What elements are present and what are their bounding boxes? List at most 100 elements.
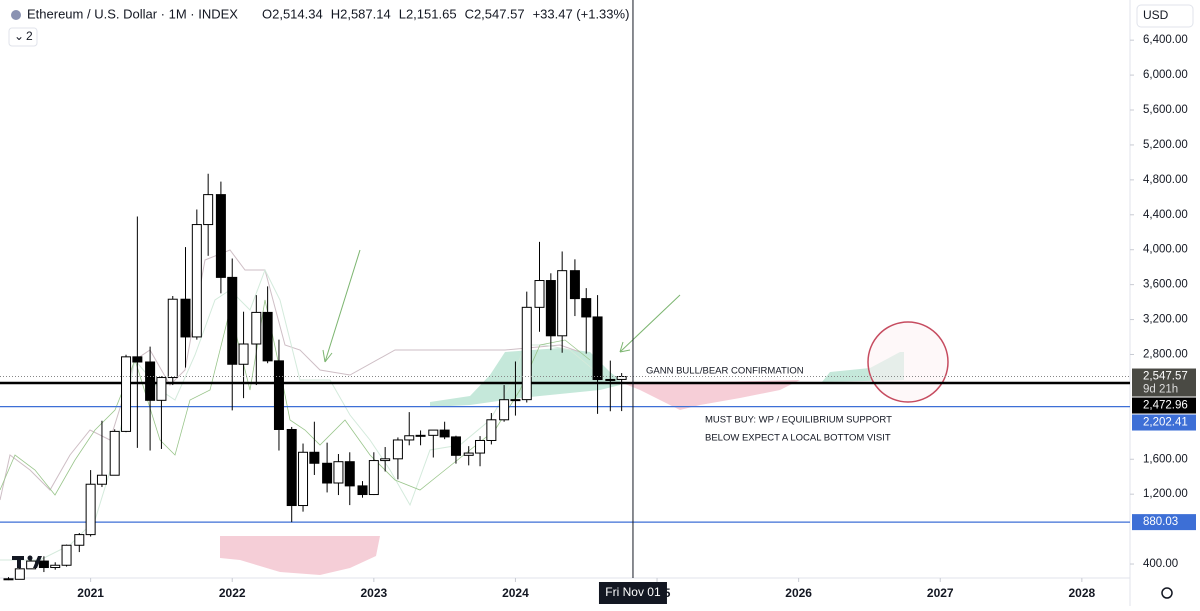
candle-body — [203, 194, 214, 226]
candle-body — [605, 378, 616, 381]
y-tick-label: 4,800.00 — [1143, 174, 1188, 186]
indicator-decoration — [0, 249, 949, 575]
candle-body — [38, 560, 49, 569]
candle-body — [581, 298, 592, 318]
candle-body — [333, 461, 344, 484]
y-tick-label: 2,800.00 — [1143, 349, 1188, 361]
countdown-label: 9d 21h — [1143, 384, 1178, 396]
y-tick-label: 3,600.00 — [1143, 279, 1188, 291]
y-tick-label: 1,600.00 — [1143, 453, 1188, 465]
arrow-head — [322, 349, 333, 363]
symbol-icon — [11, 10, 21, 20]
x-tick-label: 2024 — [502, 586, 529, 600]
y-tick-label: 6,000.00 — [1143, 69, 1188, 81]
x-tick-label: 2027 — [927, 586, 954, 600]
x-tick-label: 2023 — [360, 586, 387, 600]
candle-body — [439, 429, 450, 438]
cloud-bear — [625, 380, 800, 410]
last-price-label: 2,547.57 — [1143, 371, 1188, 383]
candle-body — [238, 343, 249, 365]
candle-body — [545, 280, 556, 337]
ohlc-value: +33.47 (+1.33%) — [533, 6, 630, 21]
candle-body — [450, 436, 461, 456]
candle-body — [121, 356, 132, 432]
candle-body — [14, 568, 25, 580]
candle-body — [344, 461, 355, 487]
candle-body — [415, 434, 426, 437]
ohlc-value: C2,547.57 — [465, 6, 525, 21]
candle-body — [156, 377, 167, 401]
arrow — [619, 294, 681, 353]
chevron: ⌄ — [14, 29, 24, 43]
annotation: GANN BULL/BEAR CONFIRMATION — [646, 366, 804, 377]
candle-body — [534, 280, 545, 308]
price-label: 880.03 — [1143, 516, 1178, 528]
candle-body — [96, 474, 107, 485]
candle-body — [74, 534, 85, 546]
indicator-count: 2 — [26, 29, 33, 43]
candle-body — [510, 399, 521, 402]
x-tick-label: 2022 — [219, 586, 246, 600]
candle-body — [85, 483, 96, 536]
ohlc-value: L2,151.65 — [399, 6, 457, 21]
candle-body — [521, 306, 532, 401]
candle-body — [368, 460, 379, 496]
candle-body — [3, 578, 14, 581]
candle-body — [309, 451, 320, 464]
candle-body — [167, 298, 178, 379]
indicator-toggle[interactable] — [8, 27, 38, 47]
candle-body — [286, 428, 297, 507]
candle-body — [109, 430, 120, 476]
currency-label: USD — [1143, 8, 1169, 22]
candle-body — [132, 356, 143, 363]
ohlc-value: H2,587.14 — [331, 6, 391, 21]
candle-body — [262, 311, 273, 362]
annotation: BELOW EXPECT A LOCAL BOTTOM VISIT — [705, 433, 891, 444]
candle-body — [557, 270, 568, 337]
symbol-title: Ethereum / U.S. Dollar · 1M · INDEX — [27, 6, 238, 21]
x-tick-label: 2021 — [77, 586, 104, 600]
y-tick-label: 3,200.00 — [1143, 314, 1188, 326]
candle-body — [273, 360, 284, 430]
price-label-box — [1132, 514, 1196, 531]
candle-body — [428, 429, 439, 436]
candle-body — [50, 564, 61, 569]
candle-body — [180, 298, 191, 338]
price-label: 2,472.96 — [1143, 400, 1188, 412]
candle-body — [61, 544, 72, 566]
candle-body — [227, 276, 238, 365]
candle-body — [486, 419, 497, 441]
candle-body — [251, 311, 262, 345]
x-tick-label: 2028 — [1069, 586, 1096, 600]
y-tick-label: 4,000.00 — [1143, 244, 1188, 256]
candle-body — [569, 270, 580, 300]
y-tick-label: 5,600.00 — [1143, 104, 1188, 116]
currency-button[interactable] — [1136, 4, 1194, 28]
candle-body — [475, 439, 486, 454]
lagging-line — [0, 249, 581, 501]
y-tick-label: 5,200.00 — [1143, 139, 1188, 151]
arrow-head — [619, 341, 631, 353]
candle-body — [215, 194, 226, 278]
crosshair-label-bg — [598, 582, 667, 604]
candle-body — [392, 439, 403, 460]
candle-body — [357, 485, 368, 496]
cloud-bear — [220, 536, 380, 575]
y-tick-label: 4,400.00 — [1143, 209, 1188, 221]
x-tick-label: 2026 — [785, 586, 812, 600]
candle-body — [463, 452, 474, 456]
settings-icon[interactable] — [1161, 587, 1173, 599]
candle-body — [322, 462, 333, 484]
highlight-circle — [867, 321, 949, 403]
arrow — [324, 249, 361, 363]
ohlc-legend: O2,514.34 H2,587.14 L2,151.65 C2,547.57 +33.… — [262, 6, 629, 21]
tv-logo — [12, 555, 42, 568]
candle-body — [380, 458, 391, 462]
candle-body — [404, 435, 415, 441]
y-tick-label: 400.00 — [1143, 558, 1178, 570]
y-tick-label: 1,200.00 — [1143, 488, 1188, 500]
candle-body — [191, 224, 202, 338]
